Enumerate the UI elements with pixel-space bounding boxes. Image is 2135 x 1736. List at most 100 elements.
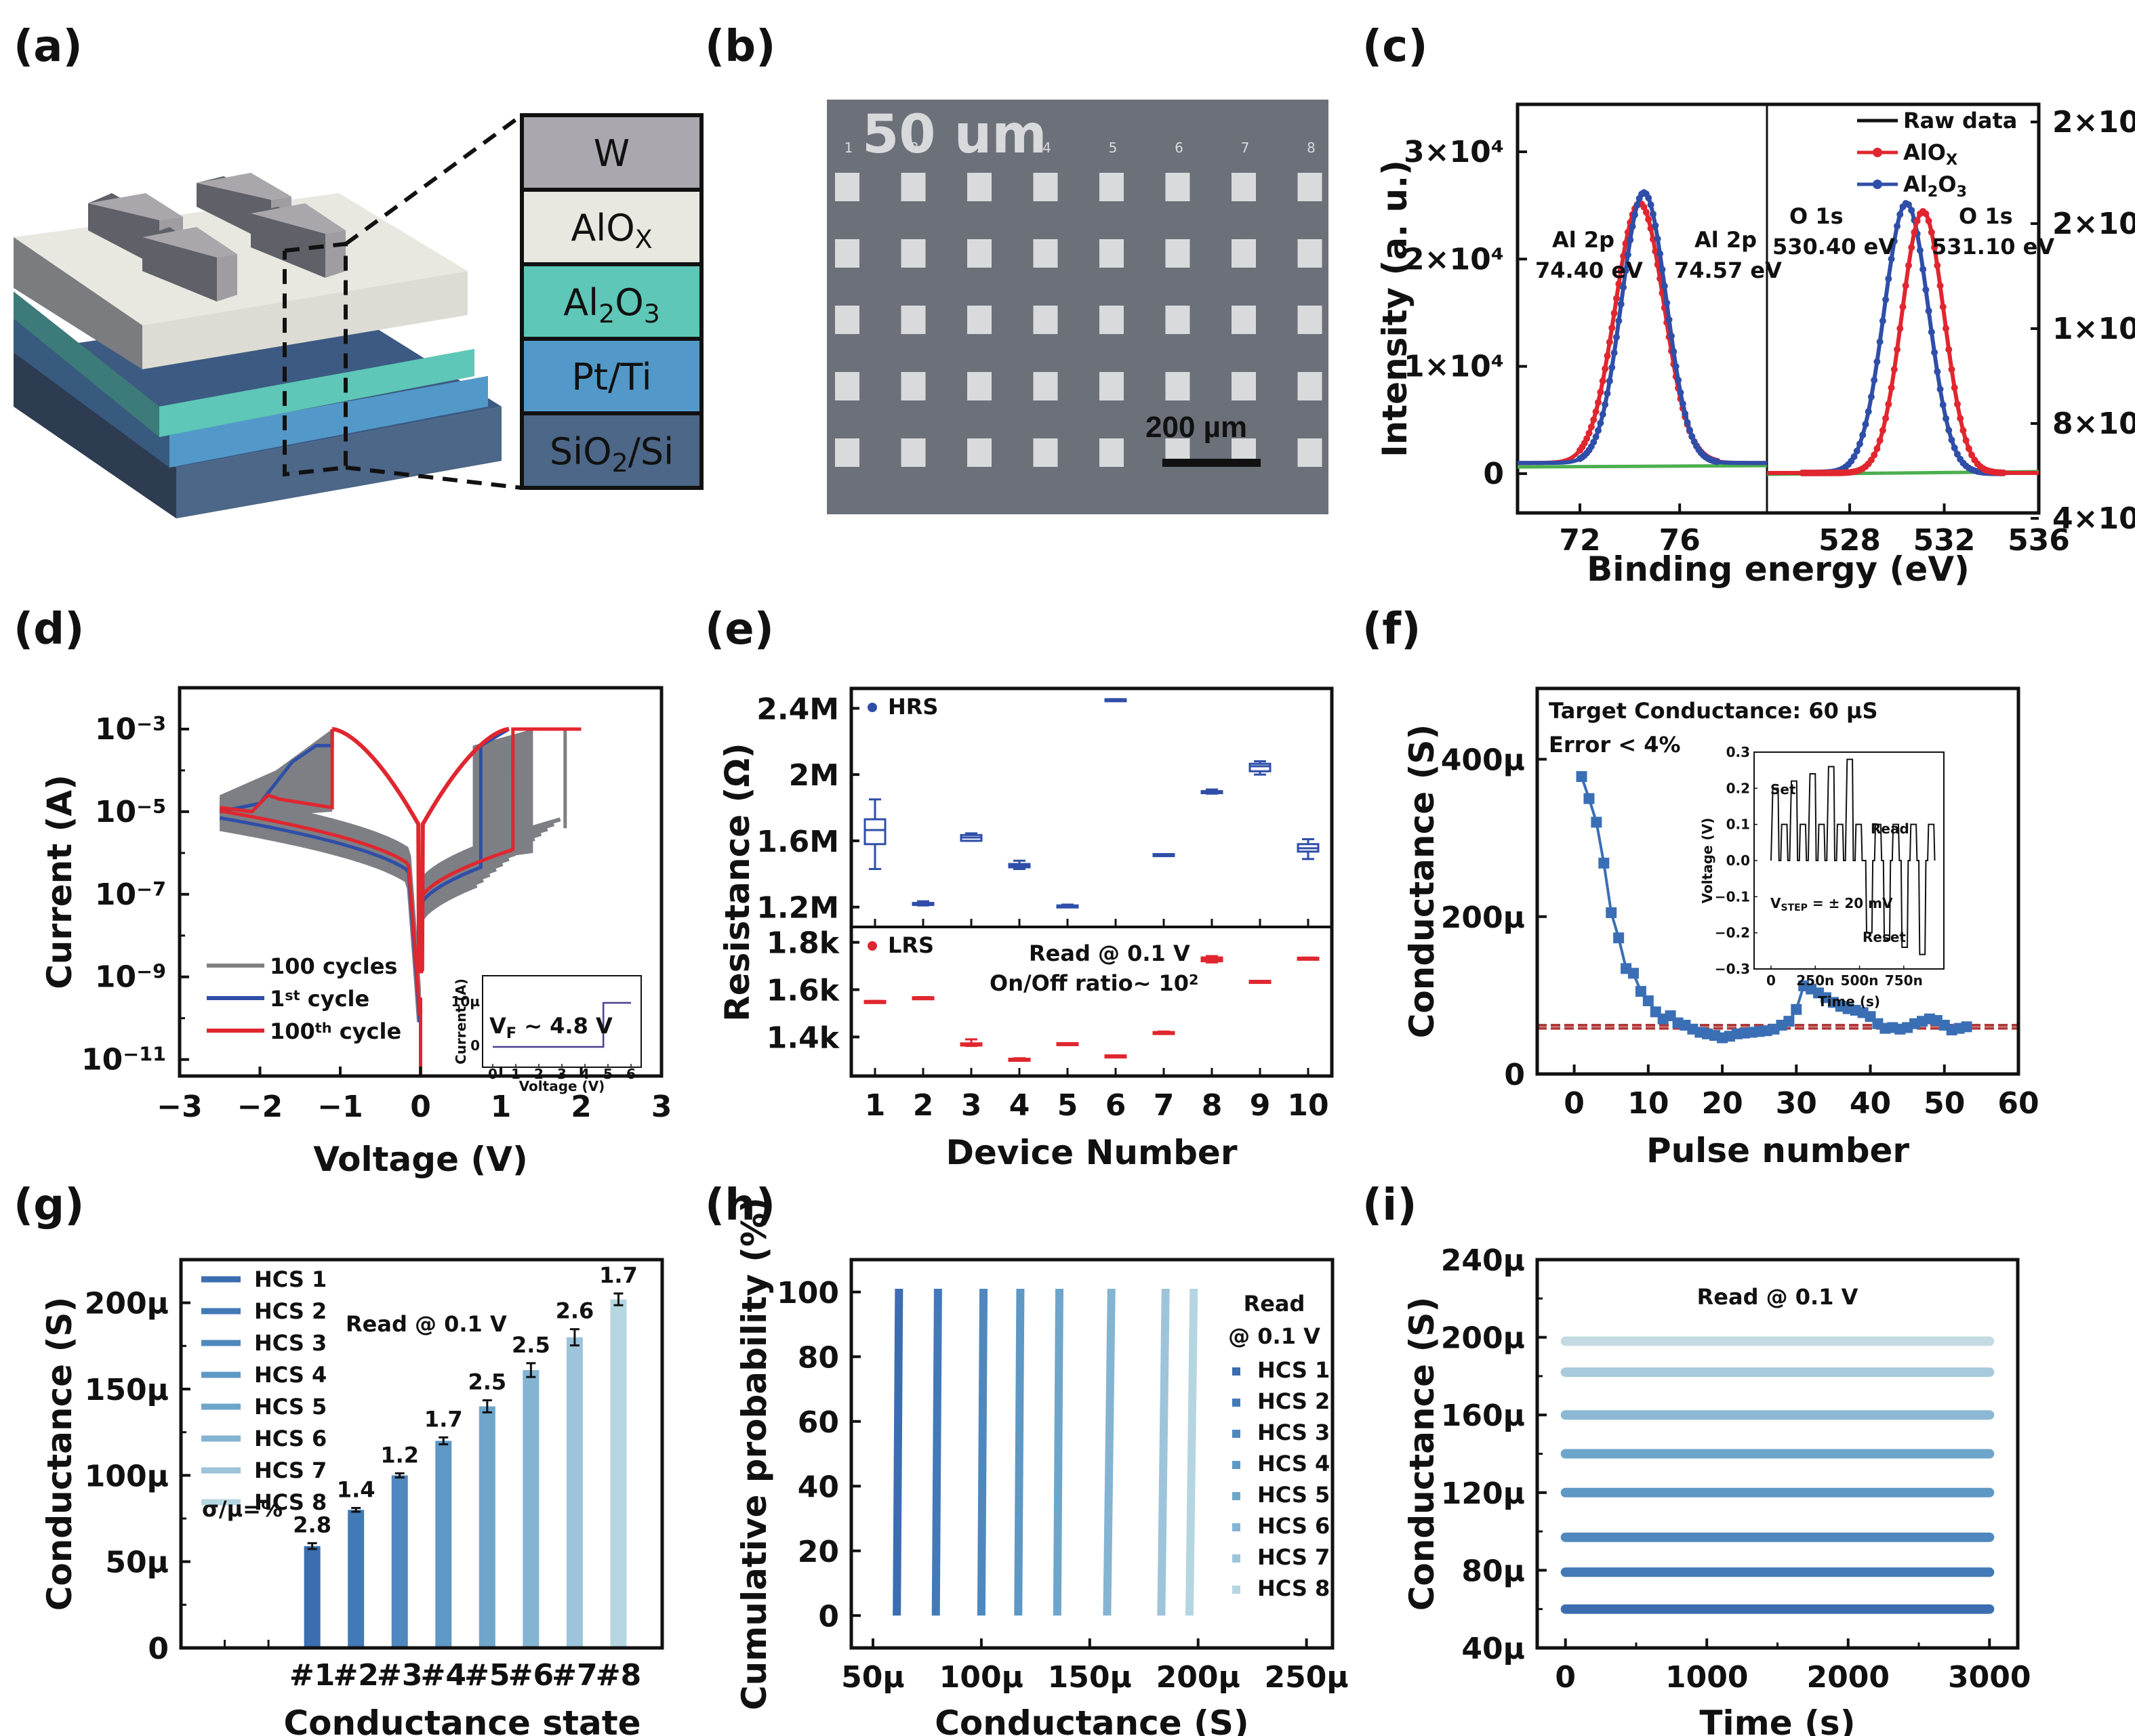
layer-label-1: AlOX bbox=[571, 207, 652, 254]
first-cycle-trace bbox=[420, 727, 510, 905]
inset-forming-trace bbox=[493, 1001, 631, 1048]
layer-stack: W AlOX Al2O3 Pt/Ti SiO2/Si bbox=[520, 113, 704, 490]
data-point bbox=[1602, 401, 1609, 409]
legend-marker bbox=[1232, 1492, 1240, 1500]
electrode-pad bbox=[1033, 372, 1058, 400]
data-point bbox=[1936, 282, 1944, 289]
data-point bbox=[1951, 444, 1958, 451]
x-tick-label: #1 bbox=[289, 1658, 335, 1693]
legend-marker bbox=[1232, 1586, 1240, 1594]
bar-#6 bbox=[523, 1369, 540, 1648]
cycle-trace bbox=[219, 824, 422, 1020]
data-point bbox=[1622, 240, 1629, 247]
read-voltage-annotation: Read @ 0.1 V bbox=[346, 1311, 507, 1337]
bar-#8 bbox=[610, 1299, 627, 1648]
cv-annotation: σ/μ=% bbox=[202, 1496, 283, 1522]
retention-chart: 0 1000 2000 3000 40µ 80µ 120µ 160µ 200µ 240µ Time … bbox=[1402, 1243, 2031, 1736]
data-point bbox=[1999, 469, 2007, 476]
x-tick-label: 50µ bbox=[841, 1660, 905, 1695]
scale-bar bbox=[1162, 459, 1261, 467]
x-tick-label: 50 bbox=[1924, 1086, 1965, 1121]
data-point bbox=[1939, 401, 1947, 409]
bar-#7 bbox=[566, 1337, 583, 1648]
x-tick-label: 536 bbox=[2008, 523, 2070, 558]
legend-label: Raw data bbox=[1903, 108, 2017, 133]
x-tick-label: 6 bbox=[1105, 1088, 1126, 1123]
legend-label: HCS 2 bbox=[254, 1298, 327, 1324]
data-point bbox=[1879, 427, 1886, 434]
electrode-pad bbox=[1297, 372, 1322, 400]
peak-label: Al 2p bbox=[1694, 227, 1757, 253]
column-number: 5 bbox=[1109, 140, 1118, 156]
legend-marker bbox=[1873, 180, 1882, 189]
y-tick-label: 2.4M bbox=[756, 692, 839, 726]
data-point bbox=[1859, 431, 1867, 438]
legend-label-HRS: HRS bbox=[888, 694, 938, 720]
legend-label: HCS 7 bbox=[254, 1458, 327, 1483]
data-point bbox=[1867, 393, 1875, 400]
data-point bbox=[1943, 325, 1950, 332]
y-axis-label: Current (A) bbox=[40, 774, 79, 989]
electrode-pad bbox=[1297, 173, 1322, 201]
data-point bbox=[1879, 317, 1886, 325]
data-point bbox=[1867, 456, 1875, 463]
y-right-tick-label: 1×10⁵ bbox=[2052, 312, 2135, 346]
data-point bbox=[1911, 228, 1918, 236]
y-tick-label: 10−3 bbox=[95, 712, 166, 747]
x-axis-label: Pulse number bbox=[1646, 1131, 1909, 1170]
data-point bbox=[1899, 303, 1907, 310]
data-point bbox=[1598, 857, 1610, 869]
data-point bbox=[1791, 1004, 1802, 1015]
data-point bbox=[1862, 421, 1869, 428]
bar-#2 bbox=[348, 1510, 365, 1648]
column-number: 2 bbox=[910, 140, 919, 156]
alox-side bbox=[14, 237, 142, 369]
x-tick-label: 0 bbox=[1555, 1660, 1576, 1695]
legend-marker bbox=[1873, 148, 1882, 157]
data-point bbox=[1888, 255, 1895, 263]
x-tick-label: 532 bbox=[1913, 523, 1976, 558]
data-point bbox=[1945, 426, 1953, 434]
alox-front bbox=[142, 271, 468, 369]
cycle-trace bbox=[219, 812, 422, 1008]
legend-label: 1st cycle bbox=[270, 986, 369, 1012]
panel-label-e: (e) bbox=[705, 604, 774, 655]
y-axis-label: Conductance (S) bbox=[1402, 1297, 1442, 1611]
data-point bbox=[1635, 986, 1646, 997]
electrode-pad bbox=[1232, 173, 1256, 201]
data-point bbox=[1649, 210, 1656, 218]
data-point bbox=[1968, 451, 1976, 459]
electrode-pad bbox=[1033, 438, 1058, 467]
electrode-pad bbox=[1232, 372, 1256, 400]
y-tick-label: 1×10⁴ bbox=[1404, 350, 1504, 384]
inset-x-tick-label: 3 bbox=[557, 1066, 567, 1082]
legend-label: 100 cycles bbox=[270, 953, 397, 979]
data-point bbox=[1615, 317, 1623, 325]
box-HRS-9 bbox=[1248, 762, 1272, 772]
data-point bbox=[1677, 389, 1684, 396]
data-point bbox=[1928, 329, 1935, 336]
data-point bbox=[1613, 932, 1625, 944]
data-point bbox=[1948, 436, 1955, 444]
legend-label: AlOX bbox=[1903, 140, 1957, 169]
inset-frame bbox=[482, 975, 642, 1068]
data-point bbox=[1682, 410, 1689, 417]
cv-label: 2.5 bbox=[512, 1332, 550, 1358]
data-point bbox=[1633, 202, 1641, 209]
electrode-pad bbox=[1099, 438, 1124, 467]
inset-x-axis-label: Time (s) bbox=[1818, 993, 1880, 1010]
data-point bbox=[1688, 433, 1696, 440]
x-tick-label: 7 bbox=[1154, 1088, 1175, 1123]
legend-label: 100th cycle bbox=[270, 1018, 401, 1044]
x-tick-label: −3 bbox=[157, 1090, 202, 1124]
inset-x-tick-label: 6 bbox=[626, 1066, 636, 1082]
y-tick-label: 0 bbox=[1504, 1058, 1525, 1092]
legend-marker bbox=[868, 703, 877, 712]
electrode-array: 1 2 3 4 5 6 7 8 bbox=[835, 140, 1322, 467]
cdf-hcs-7 bbox=[1157, 1288, 1170, 1616]
data-point bbox=[1894, 346, 1901, 353]
read-voltage-annotation: Read @ 0.1 V bbox=[1029, 941, 1190, 966]
x-tick-label: #6 bbox=[508, 1658, 554, 1693]
data-point bbox=[1928, 228, 1935, 236]
y-tick-label: 2×10⁴ bbox=[1404, 242, 1504, 276]
